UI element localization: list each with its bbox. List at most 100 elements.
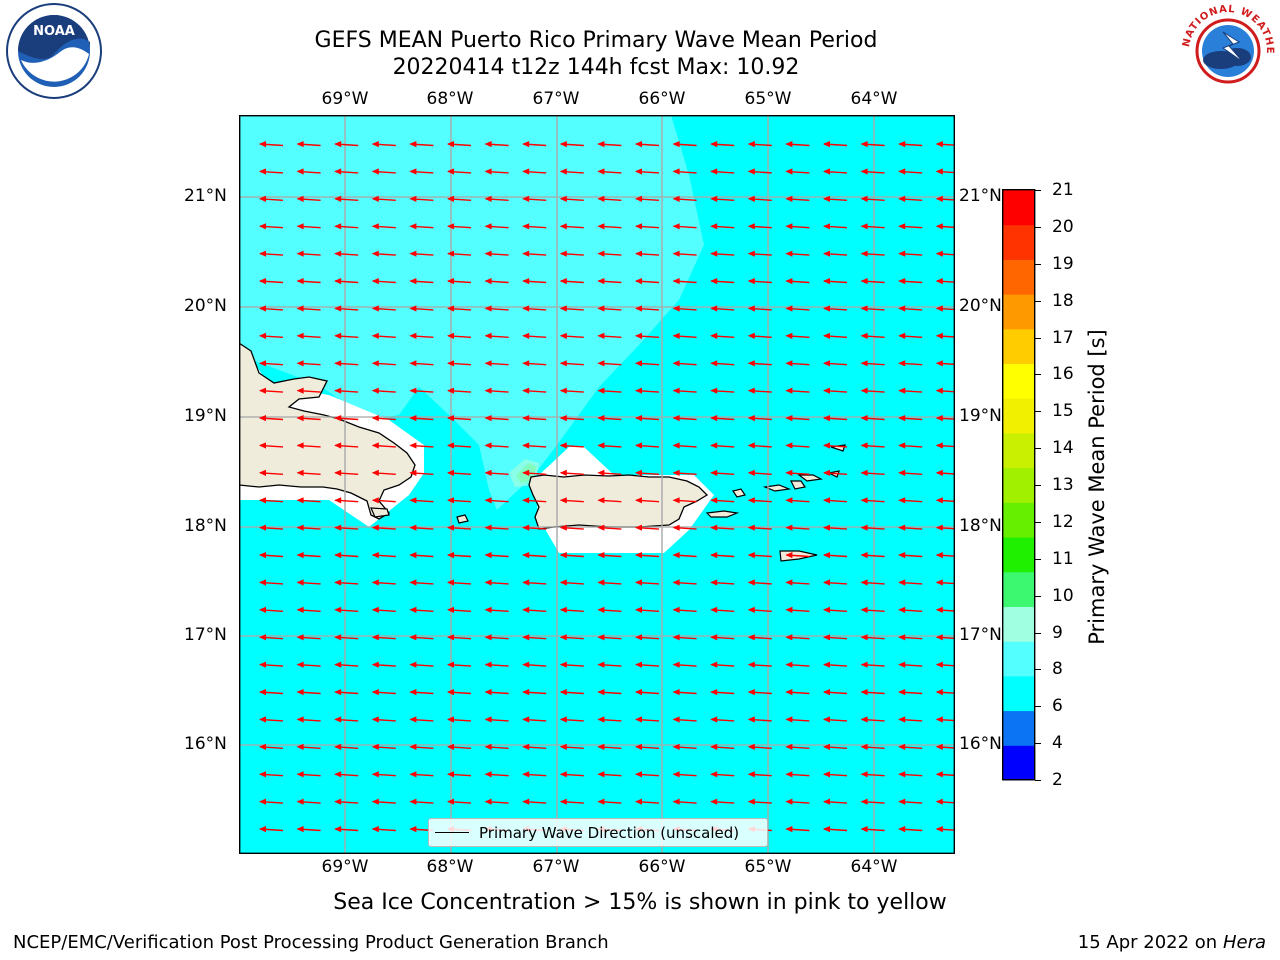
colorbar-band bbox=[1003, 432, 1035, 469]
wave-arrow-head bbox=[259, 497, 266, 504]
wave-arrow-head bbox=[484, 223, 492, 230]
wave-arrow-head bbox=[259, 716, 266, 723]
wave-arrow-head bbox=[296, 716, 304, 723]
wave-arrow-head bbox=[935, 442, 943, 449]
wave-arrow-head bbox=[710, 141, 718, 148]
footer-organization: NCEP/EMC/Verification Post Processing Pr… bbox=[13, 932, 609, 953]
wave-arrow-head bbox=[785, 195, 793, 202]
wave-arrow-head bbox=[484, 168, 492, 175]
colorbar-band bbox=[1003, 606, 1035, 642]
wave-arrow-head bbox=[484, 579, 492, 586]
land-culebra bbox=[732, 488, 746, 498]
wave-arrow-head bbox=[522, 661, 530, 668]
wave-arrow-head bbox=[672, 798, 680, 805]
wave-arrow-head bbox=[898, 469, 906, 476]
wave-arrow-head bbox=[371, 278, 379, 285]
wave-arrow-head bbox=[484, 524, 492, 531]
wave-arrow-head bbox=[334, 332, 342, 339]
wave-arrow-head bbox=[334, 771, 342, 778]
map-panel[interactable] bbox=[239, 115, 955, 854]
chart-title: GEFS MEAN Puerto Rico Primary Wave Mean … bbox=[314, 28, 878, 53]
colorbar-tick-label: 10 bbox=[1052, 585, 1074, 606]
wave-arrow-head bbox=[484, 634, 492, 641]
wave-arrow-head bbox=[785, 305, 793, 312]
wave-arrow-head bbox=[409, 360, 417, 367]
colorbar bbox=[1002, 189, 1036, 781]
wave-arrow-head bbox=[785, 634, 793, 641]
wave-arrow-head bbox=[409, 552, 417, 559]
wave-arrow-head bbox=[635, 387, 642, 394]
wave-arrow-head bbox=[559, 743, 567, 750]
wave-arrow-head bbox=[860, 579, 868, 586]
wave-arrow-head bbox=[259, 826, 266, 833]
wave-arrow-head bbox=[710, 195, 718, 202]
wave-arrow-head bbox=[371, 579, 379, 586]
wave-arrow-head bbox=[710, 743, 718, 750]
wave-arrow-head bbox=[785, 689, 793, 696]
wave-arrow-head bbox=[334, 661, 342, 668]
wave-arrow-head bbox=[371, 771, 379, 778]
wave-arrow-head bbox=[635, 195, 642, 202]
wave-arrow-head bbox=[334, 168, 342, 175]
wave-arrow-head bbox=[785, 552, 793, 559]
wave-arrow-head bbox=[860, 141, 868, 148]
colorbar-band bbox=[1003, 328, 1035, 365]
wave-arrow-head bbox=[672, 305, 680, 312]
wave-arrow-head bbox=[597, 360, 605, 367]
wave-arrow-head bbox=[710, 223, 718, 230]
wave-arrow-head bbox=[447, 661, 454, 668]
colorbar-tick-label: 6 bbox=[1052, 696, 1063, 717]
wave-arrow-head bbox=[898, 798, 906, 805]
wave-arrow-head bbox=[785, 497, 793, 504]
wave-arrow-head bbox=[259, 689, 266, 696]
wave-arrow-head bbox=[447, 332, 454, 339]
wave-arrow-head bbox=[409, 743, 417, 750]
wave-arrow-head bbox=[672, 415, 680, 422]
wave-arrow-head bbox=[559, 579, 567, 586]
colorbar-tick bbox=[1035, 780, 1041, 781]
wave-arrow-head bbox=[597, 579, 605, 586]
wave-arrow-head bbox=[447, 360, 454, 367]
wave-arrow-head bbox=[672, 195, 680, 202]
wave-arrow-head bbox=[334, 360, 342, 367]
wave-arrow-head bbox=[371, 689, 379, 696]
wave-arrow-head bbox=[823, 442, 830, 449]
wave-arrow-head bbox=[860, 716, 868, 723]
wave-arrow-head bbox=[447, 798, 454, 805]
wave-arrow-head bbox=[823, 305, 830, 312]
wave-arrow-head bbox=[597, 771, 605, 778]
wave-arrow-head bbox=[860, 250, 868, 257]
wave-arrow-head bbox=[672, 689, 680, 696]
wave-arrow-head bbox=[597, 469, 605, 476]
colorbar-tick-label: 9 bbox=[1052, 622, 1063, 643]
wave-arrow-head bbox=[747, 552, 755, 559]
wave-arrow-head bbox=[522, 743, 530, 750]
colorbar-tick bbox=[1035, 521, 1041, 523]
colorbar-tick bbox=[1035, 706, 1041, 708]
wave-arrow-head bbox=[296, 195, 304, 202]
wave-arrow-head bbox=[522, 387, 530, 394]
wave-arrow-head bbox=[559, 332, 567, 339]
wave-arrow-head bbox=[371, 524, 379, 531]
wave-arrow-head bbox=[672, 552, 680, 559]
wave-arrow-head bbox=[898, 497, 906, 504]
wave-arrow-head bbox=[823, 689, 830, 696]
map-frame bbox=[239, 115, 955, 854]
wave-arrow-head bbox=[334, 141, 342, 148]
wave-arrow-head bbox=[522, 469, 530, 476]
wave-arrow-head bbox=[296, 332, 304, 339]
wave-arrow-head bbox=[259, 332, 266, 339]
wave-arrow-head bbox=[935, 826, 943, 833]
wave-arrow-head bbox=[823, 360, 830, 367]
wave-arrow-head bbox=[371, 606, 379, 613]
wave-arrow-head bbox=[371, 387, 379, 394]
wave-arrow-head bbox=[296, 360, 304, 367]
wave-arrow-head bbox=[371, 332, 379, 339]
wave-arrow-head bbox=[823, 606, 830, 613]
wave-arrow-head bbox=[334, 798, 342, 805]
wave-arrow-head bbox=[710, 415, 718, 422]
wave-arrow-head bbox=[597, 798, 605, 805]
wave-arrow-head bbox=[371, 141, 379, 148]
wave-arrow-head bbox=[371, 223, 379, 230]
wave-arrow-head bbox=[409, 305, 417, 312]
